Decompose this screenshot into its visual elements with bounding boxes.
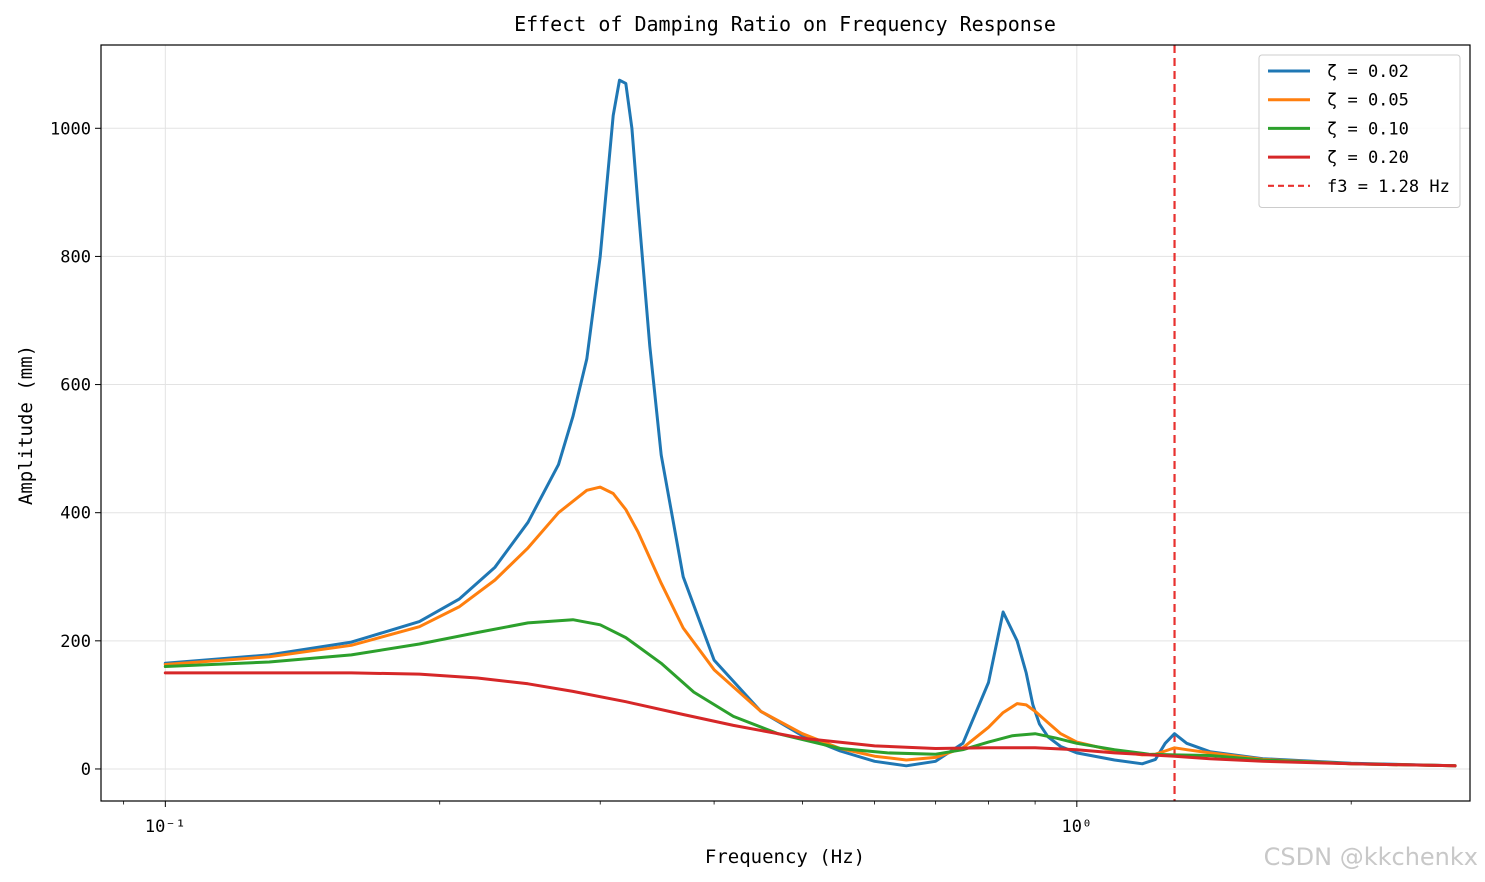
chart-title: Effect of Damping Ratio on Frequency Res…: [514, 12, 1056, 36]
y-tick-label: 600: [60, 376, 91, 396]
x-axis-label: Frequency (Hz): [705, 846, 865, 868]
legend-label: ζ = 0.05: [1327, 91, 1409, 111]
y-tick-label: 800: [60, 247, 91, 267]
watermark: CSDN @kkchenkx: [1264, 843, 1478, 871]
legend-label: ζ = 0.02: [1327, 62, 1409, 82]
y-tick-label: 1000: [50, 119, 91, 139]
legend-label: f3 = 1.28 Hz: [1327, 177, 1450, 197]
series-lines: [163, 78, 1457, 768]
legend-box: [1258, 54, 1461, 208]
x-tick-label: 10⁰: [1061, 817, 1092, 837]
y-tick-label: 400: [60, 504, 91, 524]
y-axis-label: Amplitude (mm): [15, 345, 37, 505]
plot-frame: [100, 44, 1471, 802]
grid: [101, 45, 1470, 801]
legend: ζ = 0.02 ζ = 0.05 ζ = 0.10 ζ = 0.20 f3 = 1.2…: [1258, 54, 1461, 208]
series-line-3: [163, 671, 1457, 768]
series-line-0: [163, 78, 1457, 768]
ticks: 0 200 400 600 800 1000 10⁻¹ 10⁰: [50, 119, 1352, 837]
y-tick-label: 0: [81, 760, 91, 780]
legend-label: ζ = 0.20: [1327, 148, 1409, 168]
y-tick-label: 200: [60, 632, 91, 652]
x-tick-label: 10⁻¹: [145, 817, 186, 837]
legend-label: ζ = 0.10: [1327, 119, 1409, 139]
